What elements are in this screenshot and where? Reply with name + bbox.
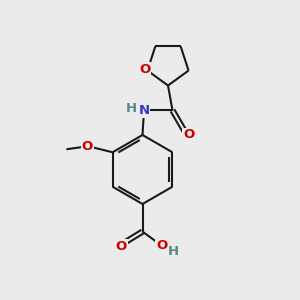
- Text: H: H: [126, 102, 137, 116]
- Text: O: O: [140, 63, 151, 76]
- Text: O: O: [156, 239, 167, 252]
- Text: O: O: [183, 128, 194, 142]
- Text: O: O: [116, 240, 127, 253]
- Text: H: H: [167, 245, 179, 258]
- Text: N: N: [138, 104, 150, 117]
- Text: O: O: [82, 140, 93, 153]
